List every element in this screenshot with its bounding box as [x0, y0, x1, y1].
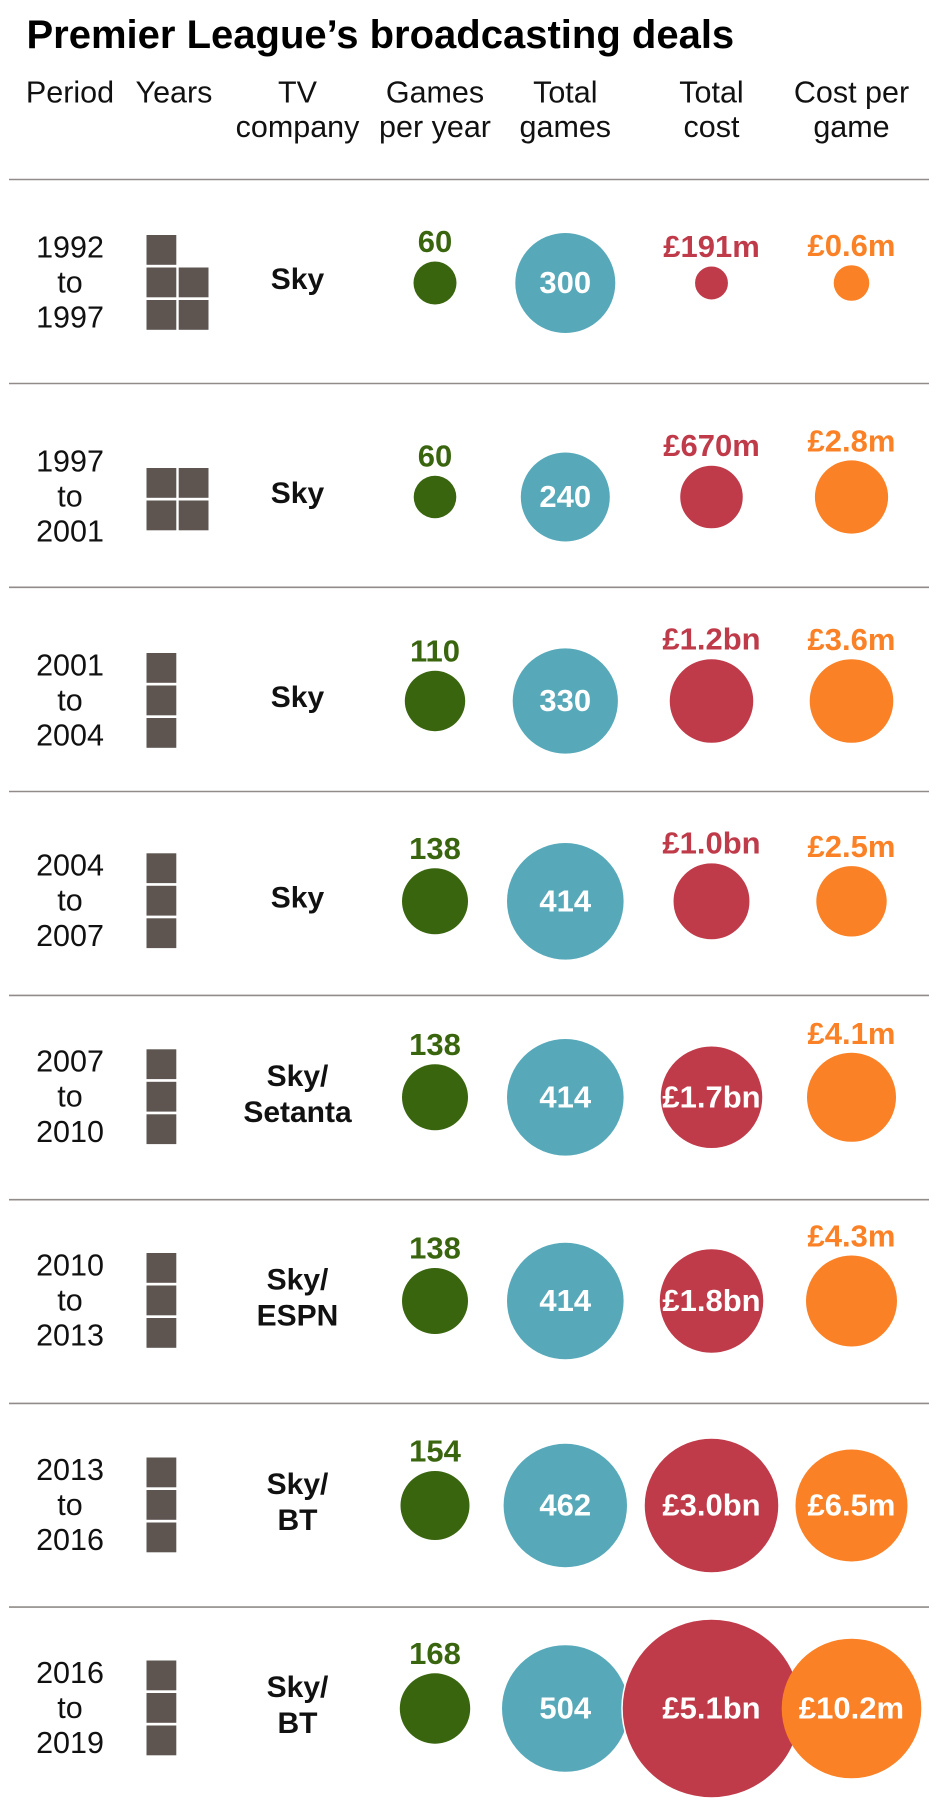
svg-text:£2.5m: £2.5m: [808, 829, 896, 864]
svg-text:Sky/: Sky/: [267, 1468, 329, 1501]
svg-text:£670m: £670m: [663, 428, 760, 463]
svg-text:330: 330: [539, 683, 591, 718]
svg-text:£2.8m: £2.8m: [808, 423, 896, 458]
svg-text:Period: Period: [26, 76, 114, 110]
svg-text:to: to: [57, 265, 82, 299]
svg-text:£191m: £191m: [663, 229, 760, 264]
svg-text:Setanta: Setanta: [243, 1096, 352, 1129]
svg-text:240: 240: [539, 479, 591, 514]
svg-text:company: company: [236, 110, 361, 144]
svg-text:to: to: [57, 1488, 82, 1522]
svg-text:154: 154: [409, 1434, 461, 1469]
svg-text:2010: 2010: [36, 1248, 104, 1282]
svg-text:Sky/: Sky/: [267, 1671, 329, 1704]
svg-text:£1.8bn: £1.8bn: [662, 1283, 760, 1318]
svg-text:1992: 1992: [36, 230, 104, 264]
svg-text:BT: BT: [278, 1504, 318, 1537]
svg-text:2019: 2019: [36, 1726, 104, 1760]
svg-text:Premier League’s broadcasting: Premier League’s broadcasting deals: [27, 13, 735, 57]
svg-text:462: 462: [539, 1488, 591, 1523]
svg-text:138: 138: [409, 831, 461, 866]
svg-text:2004: 2004: [36, 849, 104, 883]
svg-text:Years: Years: [136, 76, 213, 110]
svg-text:2001: 2001: [36, 648, 104, 682]
svg-text:Sky/: Sky/: [267, 1060, 329, 1093]
svg-text:1997: 1997: [36, 444, 104, 478]
svg-text:2001: 2001: [36, 515, 104, 549]
svg-text:300: 300: [539, 265, 591, 300]
svg-text:414: 414: [539, 883, 591, 918]
svg-text:game: game: [813, 110, 889, 144]
svg-text:to: to: [57, 683, 82, 717]
svg-text:Sky: Sky: [271, 477, 325, 510]
svg-text:Sky: Sky: [271, 681, 325, 714]
svg-text:2016: 2016: [36, 1656, 104, 1690]
svg-text:60: 60: [418, 438, 452, 473]
svg-text:£0.6m: £0.6m: [808, 228, 896, 263]
svg-text:2010: 2010: [36, 1115, 104, 1149]
svg-text:£3.0bn: £3.0bn: [662, 1488, 760, 1523]
svg-text:£1.7bn: £1.7bn: [662, 1079, 760, 1114]
svg-text:60: 60: [418, 224, 452, 259]
svg-text:to: to: [57, 884, 82, 918]
svg-text:138: 138: [409, 1027, 461, 1062]
svg-text:414: 414: [539, 1283, 591, 1318]
svg-text:per year: per year: [379, 110, 491, 144]
svg-text:to: to: [57, 1080, 82, 1114]
svg-text:1997: 1997: [36, 301, 104, 335]
svg-text:2004: 2004: [36, 719, 104, 753]
svg-text:£6.5m: £6.5m: [808, 1488, 896, 1523]
svg-text:cost: cost: [684, 110, 740, 144]
svg-text:games: games: [520, 110, 612, 144]
svg-text:£4.3m: £4.3m: [808, 1219, 896, 1254]
svg-text:110: 110: [410, 634, 460, 669]
svg-text:Sky/: Sky/: [267, 1264, 329, 1297]
svg-text:168: 168: [409, 1636, 461, 1671]
svg-text:504: 504: [539, 1691, 591, 1726]
svg-text:138: 138: [409, 1231, 461, 1266]
svg-text:Cost per: Cost per: [794, 76, 909, 110]
svg-text:2007: 2007: [36, 1045, 104, 1079]
svg-text:Sky: Sky: [271, 263, 325, 296]
svg-text:£3.6m: £3.6m: [808, 622, 896, 657]
svg-text:£1.0bn: £1.0bn: [662, 826, 760, 861]
svg-text:2016: 2016: [36, 1523, 104, 1557]
svg-text:2007: 2007: [36, 919, 104, 953]
svg-text:£10.2m: £10.2m: [799, 1691, 904, 1726]
svg-text:Total: Total: [533, 76, 597, 110]
svg-text:ESPN: ESPN: [257, 1300, 339, 1333]
svg-text:Games: Games: [386, 76, 484, 110]
svg-text:£4.1m: £4.1m: [808, 1016, 896, 1051]
svg-text:to: to: [57, 1283, 82, 1317]
svg-text:to: to: [57, 479, 82, 513]
svg-text:2013: 2013: [36, 1319, 104, 1353]
svg-text:to: to: [57, 1691, 82, 1725]
svg-text:£5.1bn: £5.1bn: [662, 1691, 760, 1726]
svg-text:2013: 2013: [36, 1453, 104, 1487]
svg-text:Sky: Sky: [271, 881, 325, 914]
svg-text:£1.2bn: £1.2bn: [662, 622, 760, 657]
svg-text:414: 414: [539, 1079, 591, 1114]
svg-text:Total: Total: [679, 76, 743, 110]
svg-text:TV: TV: [278, 76, 318, 110]
svg-text:BT: BT: [278, 1707, 318, 1740]
